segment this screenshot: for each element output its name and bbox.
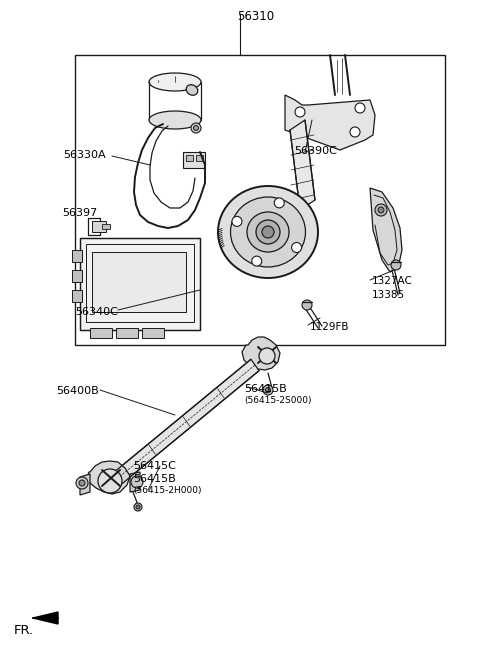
Circle shape — [256, 220, 280, 244]
Polygon shape — [114, 359, 259, 484]
Ellipse shape — [149, 111, 201, 129]
Bar — [183, 152, 205, 168]
Polygon shape — [290, 120, 315, 210]
Circle shape — [355, 103, 365, 113]
Bar — [186, 155, 193, 161]
Text: FR.: FR. — [14, 624, 34, 637]
Circle shape — [131, 476, 143, 488]
Circle shape — [191, 123, 201, 133]
Text: 1129FB: 1129FB — [310, 322, 349, 332]
Bar — [80, 238, 200, 330]
Polygon shape — [130, 472, 140, 492]
Text: 56400B: 56400B — [56, 386, 99, 396]
Circle shape — [378, 207, 384, 213]
Ellipse shape — [186, 85, 198, 95]
Bar — [92, 252, 186, 312]
Ellipse shape — [247, 212, 289, 252]
Bar — [72, 270, 82, 282]
Circle shape — [274, 198, 284, 208]
Text: 1327AC: 1327AC — [372, 276, 413, 286]
Ellipse shape — [149, 73, 201, 91]
Circle shape — [302, 300, 312, 310]
Circle shape — [193, 125, 199, 131]
Circle shape — [136, 505, 140, 509]
Polygon shape — [87, 461, 130, 494]
Text: 56390C: 56390C — [294, 146, 337, 156]
Circle shape — [265, 388, 271, 392]
Text: 56310: 56310 — [237, 10, 274, 23]
Bar — [142, 328, 164, 338]
Text: 56397: 56397 — [62, 208, 97, 218]
Bar — [116, 328, 138, 338]
Bar — [90, 328, 112, 338]
Circle shape — [252, 256, 262, 266]
Ellipse shape — [218, 186, 318, 278]
Circle shape — [134, 503, 142, 511]
Circle shape — [232, 216, 242, 227]
Polygon shape — [33, 612, 58, 624]
Bar — [86, 244, 194, 322]
Circle shape — [350, 127, 360, 137]
Circle shape — [79, 480, 85, 486]
Ellipse shape — [230, 197, 305, 267]
Text: 56415B: 56415B — [133, 474, 176, 484]
Text: 56415C: 56415C — [133, 461, 176, 471]
Circle shape — [291, 242, 301, 252]
Polygon shape — [80, 474, 90, 495]
Circle shape — [391, 260, 401, 270]
Polygon shape — [370, 188, 402, 272]
Circle shape — [98, 469, 122, 493]
Circle shape — [295, 107, 305, 117]
Text: 56330A: 56330A — [63, 150, 106, 160]
Circle shape — [375, 204, 387, 216]
Bar — [92, 221, 106, 232]
Polygon shape — [242, 337, 280, 370]
Bar — [75, 55, 445, 345]
Polygon shape — [285, 95, 375, 150]
Circle shape — [262, 226, 274, 238]
Text: 56415B: 56415B — [244, 384, 287, 394]
Circle shape — [263, 385, 273, 395]
Circle shape — [76, 477, 88, 489]
Text: (56415-2S000): (56415-2S000) — [244, 396, 312, 405]
Circle shape — [259, 348, 275, 364]
Text: (56415-2H000): (56415-2H000) — [133, 486, 202, 495]
Bar — [72, 250, 82, 262]
Text: 56340C: 56340C — [75, 307, 118, 317]
Bar — [102, 224, 110, 229]
Bar — [196, 155, 203, 161]
Polygon shape — [80, 238, 200, 330]
Bar — [72, 290, 82, 302]
Text: 13385: 13385 — [372, 290, 405, 300]
